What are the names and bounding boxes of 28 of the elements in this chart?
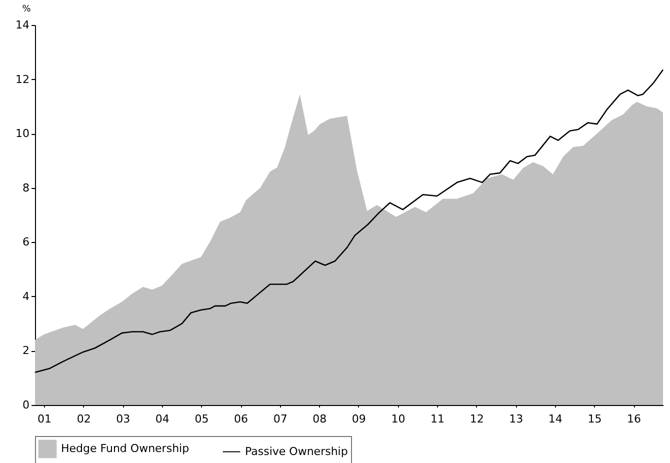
x-tick-label: 13 — [509, 412, 524, 426]
x-tick-label: 11 — [430, 412, 445, 426]
legend-label: Passive Ownership — [245, 444, 348, 458]
x-tick-label: 09 — [352, 412, 366, 426]
y-tick-label: 10 — [16, 127, 30, 140]
x-tick-label: 14 — [548, 412, 562, 426]
y-tick-label: 0 — [22, 398, 30, 412]
y-tick-label: 6 — [22, 236, 30, 249]
line-series — [34, 69, 664, 374]
y-axis-title: % — [22, 4, 32, 14]
y-tick-label: 14 — [16, 18, 30, 32]
y-tick-label: 2 — [22, 344, 30, 358]
x-tick-label: 06 — [234, 412, 248, 426]
x-tick-label: 02 — [76, 412, 91, 426]
y-tick-label: 8 — [22, 181, 30, 194]
y-tick-label: 4 — [22, 290, 30, 303]
x-tick-label: 07 — [273, 412, 288, 426]
x-tick-label: 04 — [155, 412, 170, 426]
y-tick-label: 12 — [16, 72, 30, 86]
x-tick-label: 15 — [588, 412, 602, 426]
x-tick-label: 16 — [627, 412, 642, 426]
x-tick-label: 08 — [312, 412, 327, 426]
x-tick-label: 03 — [116, 412, 130, 426]
x-tick-label: 10 — [391, 412, 406, 426]
x-tick-label: 12 — [470, 412, 484, 426]
x-tick-label: 01 — [38, 412, 52, 426]
x-tick-label: 05 — [194, 412, 209, 426]
legend-label: Hedge Fund Ownership — [61, 442, 190, 455]
